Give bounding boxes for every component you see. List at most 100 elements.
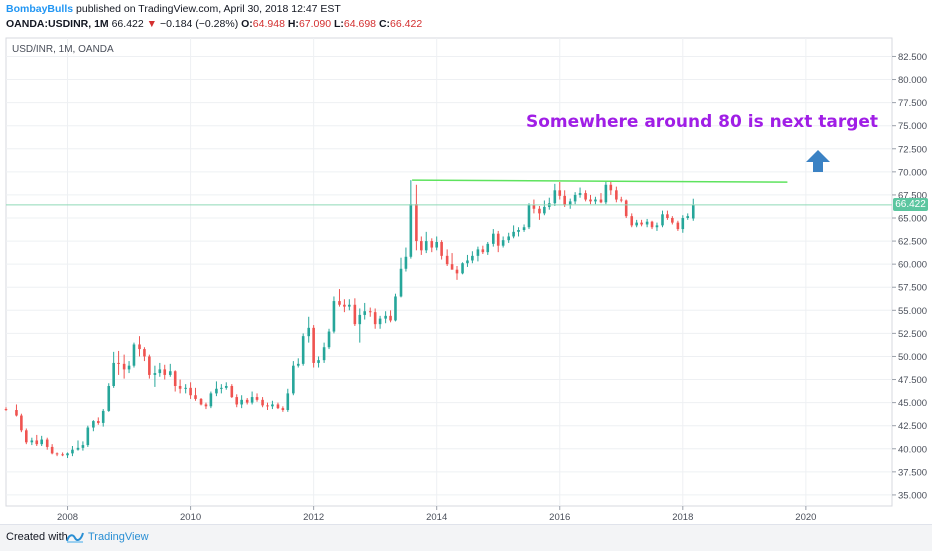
candle-body xyxy=(584,193,587,200)
candle-body xyxy=(158,369,162,374)
x-tick-label: 2020 xyxy=(795,512,816,523)
candle-body xyxy=(132,344,136,366)
y-tick-label: 57.500 xyxy=(898,283,927,294)
y-tick-label: 45.000 xyxy=(898,398,927,409)
candle-body xyxy=(486,243,490,253)
tradingview-brand-link[interactable]: TradingView xyxy=(88,531,149,543)
candle-body xyxy=(266,405,269,407)
candle-body xyxy=(194,395,197,399)
chart-title: USD/INR, 1M, OANDA xyxy=(12,44,114,55)
candle-body xyxy=(40,439,43,445)
y-tick-label: 40.000 xyxy=(898,444,927,455)
candle-body xyxy=(168,371,172,375)
candle-body xyxy=(327,331,331,348)
last-price-badge: 66.422 xyxy=(893,198,928,211)
candle-body xyxy=(235,397,239,405)
candle-body xyxy=(496,233,500,246)
time-axis[interactable]: 2008 2010 2012 2014 2016 2018 2020 xyxy=(57,506,816,523)
candle-body xyxy=(224,386,228,388)
candle-body xyxy=(271,404,274,407)
candle-body xyxy=(553,190,557,204)
candle-body xyxy=(522,227,526,230)
candle-body xyxy=(650,221,654,228)
candle-body xyxy=(671,218,674,223)
resistance-line[interactable] xyxy=(412,179,788,183)
plot-frame xyxy=(5,37,893,507)
candle-body xyxy=(604,184,608,203)
candles xyxy=(4,180,695,458)
chart-header: BombayBulls published on TradingView.com… xyxy=(6,2,422,32)
candle-body xyxy=(230,386,234,398)
arrow-up-icon[interactable] xyxy=(806,150,830,172)
candle-body xyxy=(348,304,351,307)
candle-body xyxy=(609,184,613,191)
candle-body xyxy=(640,222,643,225)
tradingview-logo-icon[interactable] xyxy=(66,530,84,544)
candle-body xyxy=(107,386,111,411)
candle-body xyxy=(558,190,562,196)
x-tick-label: 2014 xyxy=(426,512,447,523)
candle-body xyxy=(86,427,90,446)
x-tick-label: 2008 xyxy=(57,512,78,523)
candle-body xyxy=(492,233,495,244)
target-annotation[interactable]: Somewhere around 80 is next target xyxy=(526,112,879,132)
candle-body xyxy=(81,445,85,448)
close-value: 66.422 xyxy=(390,18,423,30)
y-tick-label: 50.000 xyxy=(898,352,927,363)
footer: Created with TradingView xyxy=(0,524,932,551)
candle-body xyxy=(691,204,695,219)
y-tick-label: 62.500 xyxy=(898,237,927,248)
candle-body xyxy=(615,190,618,200)
candle-body xyxy=(143,349,146,357)
y-tick-label: 82.500 xyxy=(898,52,927,63)
x-tick-label: 2018 xyxy=(672,512,693,523)
price-axis[interactable]: 35.000 37.500 40.000 42.500 45.000 47.500 50.0… xyxy=(892,52,927,501)
candle-body xyxy=(245,399,249,403)
candle-body xyxy=(512,231,515,237)
candle-body xyxy=(332,301,336,332)
candle-body xyxy=(96,421,100,423)
author-link[interactable]: BombayBulls xyxy=(6,3,74,15)
candle-body xyxy=(686,216,690,218)
close-label: C: xyxy=(378,18,391,30)
y-tick-label: 67.500 xyxy=(898,190,927,201)
publish-line: BombayBulls published on TradingView.com… xyxy=(6,2,422,17)
candle-body xyxy=(276,404,280,409)
change-arrow-icon: ▼ xyxy=(146,18,158,30)
candle-body xyxy=(563,195,566,206)
candle-body xyxy=(399,268,403,297)
y-tick-label: 80.000 xyxy=(898,75,927,86)
candle-body xyxy=(122,363,126,370)
y-tick-label: 47.500 xyxy=(898,375,927,386)
candle-body xyxy=(261,399,264,406)
price-chart[interactable]: USD/INR, 1M, OANDA 35.000 37.500 40.000 42.… xyxy=(0,0,932,524)
candle-body xyxy=(163,369,167,375)
candle-body xyxy=(45,439,49,447)
y-tick-label: 42.500 xyxy=(898,421,927,432)
candle-body xyxy=(66,453,69,456)
candle-body xyxy=(384,315,387,319)
y-tick-label: 65.000 xyxy=(898,214,927,225)
candle-body xyxy=(394,296,397,321)
candle-body xyxy=(209,393,213,407)
candle-body xyxy=(404,256,408,269)
candle-body xyxy=(368,311,372,313)
x-tick-label: 2012 xyxy=(303,512,324,523)
candle-body xyxy=(112,362,115,386)
candle-body xyxy=(435,242,438,248)
candle-body xyxy=(409,204,413,257)
candle-body xyxy=(307,327,311,337)
candle-body xyxy=(138,344,141,350)
y-tick-label: 35.000 xyxy=(898,490,927,501)
candle-body xyxy=(450,264,454,270)
candle-body xyxy=(532,205,536,209)
open-label: O: xyxy=(241,18,253,30)
candle-body xyxy=(445,255,449,265)
symbol-label: OANDA:USDINR, 1M xyxy=(6,18,109,30)
candle-body xyxy=(55,453,59,455)
candle-body xyxy=(292,365,295,394)
candle-body xyxy=(199,398,203,405)
candle-body xyxy=(461,263,464,274)
candle-body xyxy=(358,314,362,325)
candle-body xyxy=(676,222,680,230)
